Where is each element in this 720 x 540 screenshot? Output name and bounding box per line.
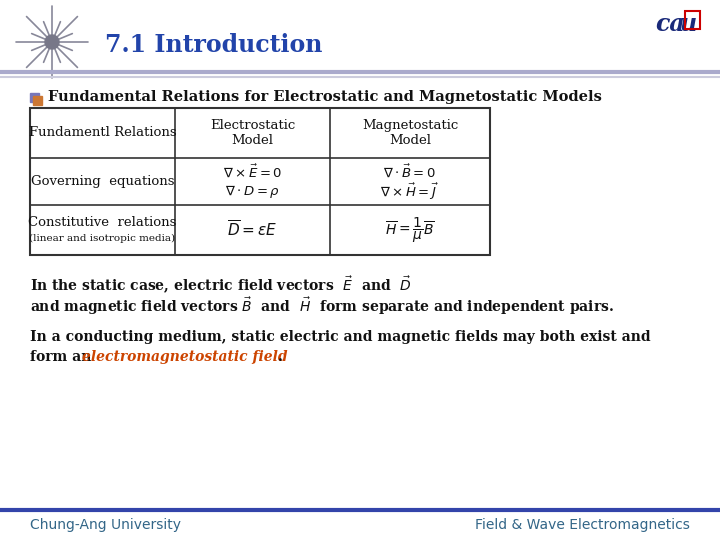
Text: u: u — [680, 12, 697, 36]
Text: Field & Wave Electromagnetics: Field & Wave Electromagnetics — [475, 518, 690, 532]
Text: $\nabla \times \vec{H}=\vec{J}$: $\nabla \times \vec{H}=\vec{J}$ — [380, 181, 440, 201]
Text: form an: form an — [30, 350, 96, 364]
Text: In the static case, electric field vectors  $\vec{E}$  and  $\vec{D}$: In the static case, electric field vecto… — [30, 275, 412, 296]
Text: Constitutive  relations: Constitutive relations — [28, 215, 176, 228]
Text: Magnetostatic
Model: Magnetostatic Model — [362, 119, 458, 147]
Bar — [33, 96, 42, 105]
Text: Fundamentl Relations: Fundamentl Relations — [29, 126, 176, 139]
Text: and magnetic field vectors $\vec{B}$  and  $\vec{H}$  form separate and independ: and magnetic field vectors $\vec{B}$ and… — [30, 295, 614, 316]
Text: In a conducting medium, static electric and magnetic fields may both exist and: In a conducting medium, static electric … — [30, 330, 651, 344]
Circle shape — [45, 35, 59, 49]
Text: Electrostatic
Model: Electrostatic Model — [210, 119, 295, 147]
Text: $\nabla \cdot D=\rho$: $\nabla \cdot D=\rho$ — [225, 183, 280, 200]
Text: $\overline{H}=\dfrac{1}{\mu}\overline{B}$: $\overline{H}=\dfrac{1}{\mu}\overline{B}… — [385, 215, 435, 245]
Text: .: . — [278, 350, 283, 364]
Text: Fundamental Relations for Electrostatic and Magnetostatic Models: Fundamental Relations for Electrostatic … — [48, 90, 602, 104]
Bar — [30, 93, 39, 102]
Text: $\overline{D}=\varepsilon E$: $\overline{D}=\varepsilon E$ — [228, 220, 278, 240]
Text: $\nabla \times \vec{E}=0$: $\nabla \times \vec{E}=0$ — [223, 163, 282, 180]
Bar — [30, 108, 490, 255]
Text: $\nabla \cdot \vec{B}=0$: $\nabla \cdot \vec{B}=0$ — [384, 163, 436, 180]
Text: ca: ca — [655, 12, 685, 36]
Text: Governing  equations: Governing equations — [31, 175, 174, 188]
Text: (linear and isotropic media): (linear and isotropic media) — [30, 233, 176, 242]
Text: 7.1 Introduction: 7.1 Introduction — [105, 33, 323, 57]
Text: electromagnetostatic field: electromagnetostatic field — [82, 350, 287, 364]
Text: Chung-Ang University: Chung-Ang University — [30, 518, 181, 532]
